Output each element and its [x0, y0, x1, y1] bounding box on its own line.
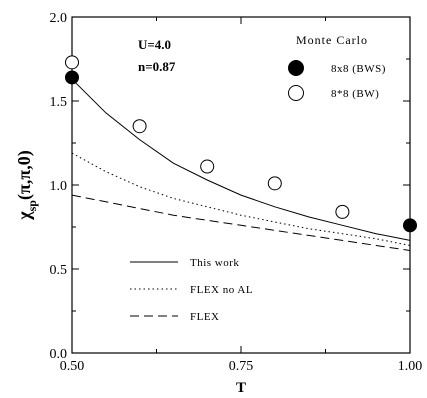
- annotation-n: n=0.87: [138, 59, 176, 74]
- x-tick-label: 1.00: [398, 359, 423, 374]
- open-circle-marker: [65, 55, 79, 70]
- y-axis-title-args: (π,π,0): [14, 150, 35, 200]
- annotation-u: U=4.0: [138, 37, 171, 52]
- legend-marker-label: 8x8 (BWS): [331, 63, 386, 75]
- series-line-1: [71, 78, 411, 241]
- series-line-3: [71, 194, 411, 251]
- legend-marker: [288, 85, 304, 101]
- y-tick-label: 1.5: [50, 95, 68, 110]
- x-tick-label: 0.75: [229, 359, 254, 374]
- y-axis-title: χsp(π,π,0): [14, 150, 39, 220]
- marker-legend: 8x8 (BWS) 8*8 (BW): [288, 60, 386, 101]
- open-circle-marker: [132, 119, 147, 134]
- tick-labels: 0.50 0.75 1.00 0.0 0.5 1.0 1.5 2.0: [50, 11, 423, 374]
- y-tick-label: 2.0: [50, 11, 68, 26]
- filled-circle-marker: [403, 218, 417, 233]
- legend-line-label: FLEX no AL: [190, 284, 253, 296]
- line-legend: This work FLEX no AL FLEX: [130, 257, 253, 323]
- x-axis-title: T: [236, 380, 246, 396]
- y-axis-title-main: χ: [14, 211, 34, 221]
- legend-marker-label: 8*8 (BW): [331, 88, 379, 100]
- y-tick-label: 0.0: [50, 347, 68, 362]
- y-tick-label: 1.0: [50, 179, 68, 194]
- legend-line-label: FLEX: [190, 311, 220, 323]
- legend-line-label: This work: [190, 257, 239, 269]
- y-axis-title-sub: sp: [25, 200, 39, 212]
- open-circle-marker: [200, 159, 215, 174]
- open-circle-marker: [335, 204, 350, 219]
- legend-marker: [288, 60, 304, 76]
- legend-title: Monte Carlo: [296, 33, 368, 47]
- series-markers: [65, 55, 417, 233]
- filled-circle-marker: [65, 70, 79, 85]
- series-lines: [71, 78, 411, 251]
- series-line-2: [71, 152, 411, 246]
- open-circle-marker: [267, 176, 282, 191]
- x-tick-label: 0.50: [60, 359, 85, 374]
- y-tick-label: 0.5: [50, 263, 68, 278]
